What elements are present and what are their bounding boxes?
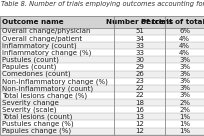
Text: 4%: 4% <box>179 43 190 49</box>
Bar <box>0 28 204 35</box>
Text: Severity change: Severity change <box>2 100 59 106</box>
Text: Table 8. Number of trials employing outcomes accounting for just over half of re: Table 8. Number of trials employing outc… <box>1 1 204 7</box>
Text: Pustules change (%): Pustules change (%) <box>2 121 74 127</box>
Text: 1%: 1% <box>179 128 190 134</box>
Text: 22: 22 <box>135 92 144 98</box>
Text: 3%: 3% <box>179 71 190 77</box>
Text: Papules (count): Papules (count) <box>2 64 57 70</box>
Text: 51: 51 <box>135 28 144 34</box>
Bar <box>0 35 204 42</box>
Text: Overall change/patient: Overall change/patient <box>2 35 82 42</box>
Text: 2%: 2% <box>179 107 190 113</box>
Text: 12: 12 <box>135 121 144 127</box>
Text: 33: 33 <box>135 50 144 56</box>
Bar <box>0 56 204 64</box>
Bar <box>0 78 204 85</box>
Text: 12: 12 <box>135 128 144 134</box>
Text: 3%: 3% <box>179 92 190 98</box>
Text: Percent of total trials: Percent of total trials <box>141 19 204 25</box>
Text: Non-inflammatory change (%): Non-inflammatory change (%) <box>2 78 108 84</box>
Bar <box>0 106 204 113</box>
Text: 22: 22 <box>135 85 144 91</box>
Bar <box>0 16 204 28</box>
Text: 29: 29 <box>135 64 144 70</box>
Text: 34: 34 <box>135 35 144 42</box>
Text: Total lesions change (%): Total lesions change (%) <box>2 92 87 99</box>
Text: 1%: 1% <box>179 114 190 120</box>
Text: Inflammatory (count): Inflammatory (count) <box>2 42 77 49</box>
Text: Outcome name: Outcome name <box>2 19 64 25</box>
Bar <box>0 92 204 99</box>
Text: 3%: 3% <box>179 78 190 84</box>
Text: Non-inflammatory (count): Non-inflammatory (count) <box>2 85 93 92</box>
Text: 6%: 6% <box>179 28 190 34</box>
Text: 4%: 4% <box>179 35 190 42</box>
Text: Comedones (count): Comedones (count) <box>2 71 71 77</box>
Bar <box>0 85 204 92</box>
Text: 4%: 4% <box>179 50 190 56</box>
Text: Total lesions (count): Total lesions (count) <box>2 114 72 120</box>
Bar <box>0 49 204 56</box>
Text: 1%: 1% <box>179 121 190 127</box>
Text: 16: 16 <box>135 107 144 113</box>
Text: 3%: 3% <box>179 85 190 91</box>
Text: 26: 26 <box>135 71 144 77</box>
Bar <box>0 128 204 135</box>
Text: Overall change/physician: Overall change/physician <box>2 28 91 34</box>
Text: Number of trials: Number of trials <box>106 19 173 25</box>
Text: Pustules (count): Pustules (count) <box>2 57 59 63</box>
Text: 13: 13 <box>135 114 144 120</box>
Bar <box>0 120 204 128</box>
Text: 2%: 2% <box>179 100 190 106</box>
Bar <box>0 99 204 106</box>
Bar <box>0 113 204 120</box>
Text: 23: 23 <box>135 78 144 84</box>
Bar <box>0 71 204 78</box>
Bar <box>0 16 204 135</box>
Text: 3%: 3% <box>179 57 190 63</box>
Text: 18: 18 <box>135 100 144 106</box>
Text: 33: 33 <box>135 43 144 49</box>
Text: 3%: 3% <box>179 64 190 70</box>
Text: Papules change (%): Papules change (%) <box>2 128 71 134</box>
Bar <box>0 64 204 71</box>
Bar <box>0 42 204 49</box>
Text: 30: 30 <box>135 57 144 63</box>
Text: Inflammatory change (%): Inflammatory change (%) <box>2 50 91 56</box>
Text: Severity (scale): Severity (scale) <box>2 106 57 113</box>
